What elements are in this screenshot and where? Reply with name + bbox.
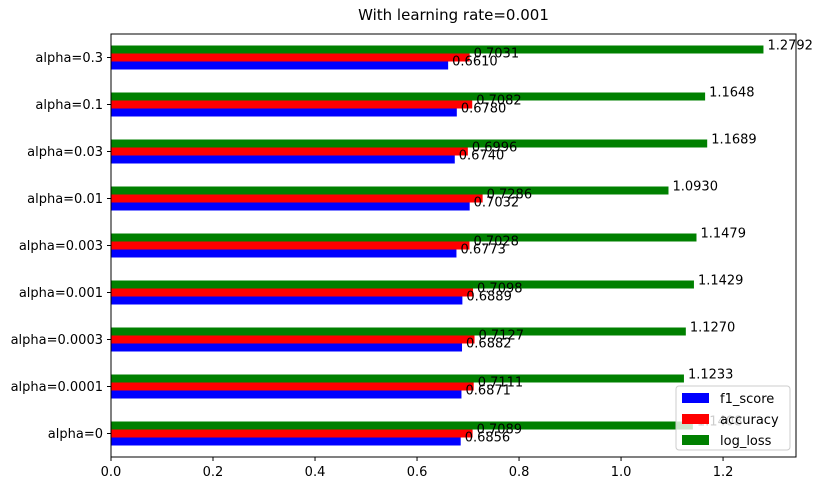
- legend-label-f1_score: f1_score: [720, 392, 774, 407]
- x-tick-label: 0.8: [509, 465, 530, 480]
- data-label-accuracy: 0.7111: [478, 376, 524, 391]
- bar-f1_score: [111, 155, 455, 164]
- data-label-f1_score: 0.6856: [465, 431, 511, 446]
- legend-label-accuracy: accuracy: [720, 413, 779, 428]
- legend-label-log_loss: log_loss: [720, 434, 772, 449]
- x-tick-label: 1.0: [611, 465, 632, 480]
- data-label-f1_score: 0.6889: [466, 290, 512, 305]
- y-tick-label: alpha=0: [48, 427, 103, 442]
- data-label-accuracy: 0.6996: [472, 141, 518, 156]
- x-tick-label: 0.4: [305, 465, 326, 480]
- bar-log_loss: [111, 233, 697, 242]
- data-label-f1_score: 0.7032: [474, 196, 520, 211]
- y-tick-label: alpha=0.003: [19, 239, 103, 254]
- bar-log_loss: [111, 139, 708, 148]
- y-tick-label: alpha=0.01: [27, 192, 103, 207]
- data-label-f1_score: 0.6610: [452, 55, 498, 70]
- y-tick-label: alpha=0.3: [35, 51, 103, 66]
- bars-group: [111, 45, 764, 446]
- bar-log_loss: [111, 421, 693, 430]
- data-label-f1_score: 0.6740: [459, 149, 505, 164]
- bar-log_loss: [111, 327, 686, 336]
- data-label-log_loss: 1.1270: [690, 321, 736, 336]
- data-label-f1_score: 0.6871: [465, 384, 511, 399]
- chart-title: With learning rate=0.001: [358, 6, 549, 24]
- x-tick-label: 0.2: [203, 465, 224, 480]
- bar-log_loss: [111, 45, 764, 54]
- data-label-log_loss: 1.1648: [709, 86, 755, 101]
- data-label-f1_score: 0.6773: [460, 243, 506, 258]
- bar-accuracy: [111, 241, 470, 250]
- bar-accuracy: [111, 382, 474, 391]
- bar-f1_score: [111, 437, 461, 446]
- bar-log_loss: [111, 92, 706, 101]
- y-tick-label: alpha=0.1: [35, 98, 103, 113]
- legend-swatch-log_loss: [682, 435, 709, 445]
- bar-f1_score: [111, 390, 462, 399]
- legend-swatch-accuracy: [682, 414, 709, 424]
- bar-f1_score: [111, 61, 449, 70]
- bar-accuracy: [111, 288, 474, 297]
- x-tick-label: 0.6: [407, 465, 428, 480]
- data-label-log_loss: 1.1233: [688, 368, 734, 383]
- data-label-accuracy: 0.7127: [479, 329, 525, 344]
- bar-f1_score: [111, 343, 463, 352]
- x-tick-label: 0.0: [101, 465, 122, 480]
- bar-f1_score: [111, 108, 457, 117]
- bar-f1_score: [111, 249, 457, 258]
- data-label-accuracy: 0.7286: [487, 188, 533, 203]
- bar-log_loss: [111, 186, 669, 195]
- data-label-accuracy: 0.7082: [476, 94, 521, 109]
- y-tick-label: alpha=0.001: [19, 286, 103, 301]
- legend-swatch-f1_score: [682, 393, 709, 403]
- data-label-log_loss: 1.1689: [711, 133, 757, 148]
- data-label-accuracy: 0.7031: [474, 47, 520, 62]
- data-label-accuracy: 0.7089: [477, 423, 522, 438]
- y-tick-label: alpha=0.03: [27, 145, 103, 160]
- bar-accuracy: [111, 335, 475, 344]
- bar-accuracy: [111, 194, 483, 203]
- y-axis: alpha=0 alpha=0.0001 alpha=0.0003 alpha=0.0…: [11, 51, 111, 442]
- bar-accuracy: [111, 100, 473, 109]
- x-tick-label: 1.2: [713, 465, 734, 480]
- data-label-log_loss: 1.2792: [767, 39, 813, 54]
- data-label-f1_score: 0.6780: [461, 102, 507, 117]
- data-label-log_loss: 1.1429: [698, 274, 744, 289]
- data-label-f1_score: 0.6882: [466, 337, 512, 352]
- bar-accuracy: [111, 429, 473, 438]
- y-tick-label: alpha=0.0003: [11, 333, 103, 348]
- bar-log_loss: [111, 280, 694, 289]
- bar-f1_score: [111, 296, 463, 305]
- data-labels-group: 0.6856 0.6871 0.6882 0.6889 0.6773 0.7032 0.67…: [452, 39, 813, 446]
- data-label-log_loss: 1.0930: [672, 180, 718, 195]
- data-label-log_loss: 1.1479: [700, 227, 746, 242]
- x-axis: 0.0 0.2 0.4 0.6 0.8 1.0 1.2: [101, 457, 734, 480]
- bar-accuracy: [111, 53, 470, 62]
- bar-f1_score: [111, 202, 470, 211]
- bar-log_loss: [111, 374, 684, 383]
- data-label-accuracy: 0.7028: [473, 235, 518, 250]
- bar-accuracy: [111, 147, 468, 156]
- data-label-accuracy: 0.7098: [477, 282, 523, 297]
- legend: f1_score accuracy log_loss: [675, 385, 791, 451]
- y-tick-label: alpha=0.0001: [11, 380, 103, 395]
